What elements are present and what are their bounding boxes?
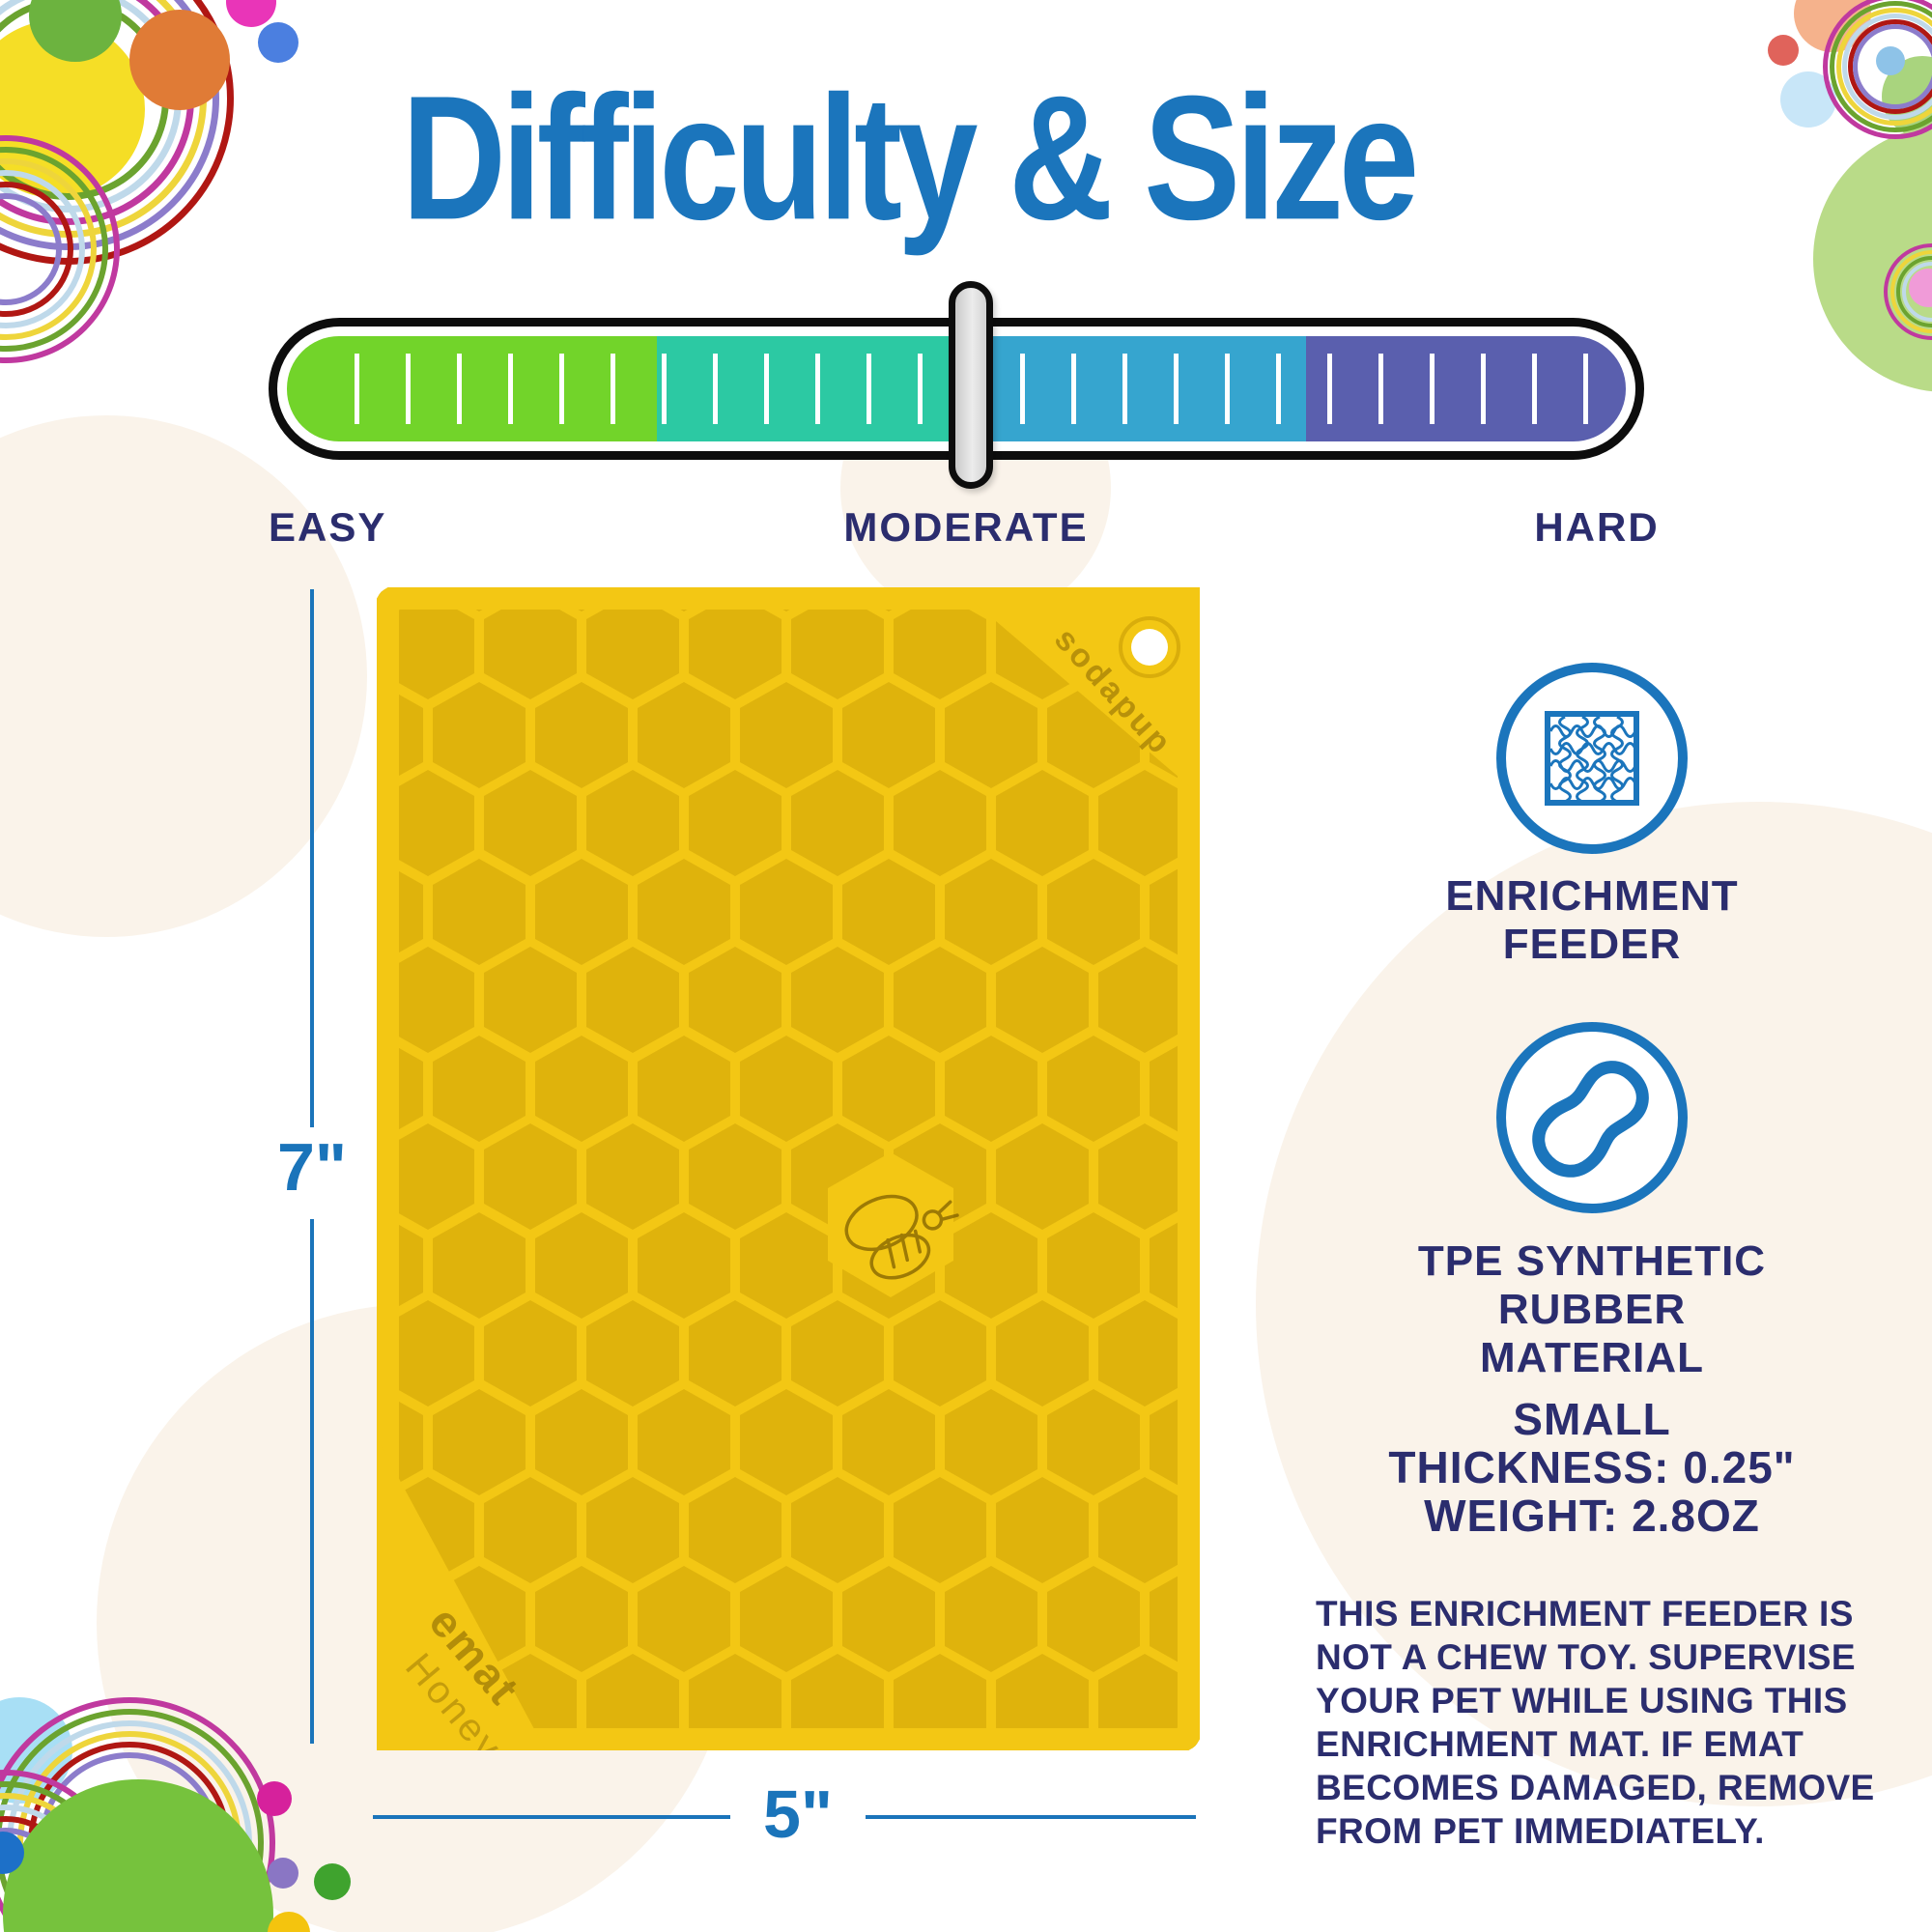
width-dimension-line bbox=[373, 1815, 730, 1819]
decor-circle bbox=[257, 1781, 292, 1816]
decor-ring bbox=[1830, 1, 1932, 132]
honeycomb-mat-image: sodapup emat Honey bbox=[377, 587, 1200, 1750]
decor-circle bbox=[1876, 46, 1905, 75]
warning-text: THIS ENRICHMENT FEEDER IS NOT A CHEW TOY… bbox=[1316, 1594, 1875, 1851]
puzzle-maze-icon bbox=[1496, 663, 1688, 854]
decor-circle bbox=[1768, 35, 1799, 66]
feature-label-tpe: TPE SYNTHETIC bbox=[1417, 1237, 1767, 1285]
decor-ring bbox=[1853, 24, 1932, 109]
meter-label-hard: HARD bbox=[1534, 504, 1660, 550]
meter-label-moderate: MODERATE bbox=[843, 504, 1089, 550]
decor-circle bbox=[226, 0, 276, 27]
feature-label-feeder: FEEDER bbox=[1502, 921, 1682, 968]
mat-corner-tab bbox=[377, 1437, 546, 1750]
height-dimension-line bbox=[310, 589, 314, 1127]
height-dimension-line bbox=[310, 1219, 314, 1744]
feature-label-rubber: RUBBER MATERIAL bbox=[1479, 1286, 1705, 1381]
decor-ring bbox=[1848, 19, 1932, 114]
page-title: Difficulty & Size bbox=[401, 58, 1420, 257]
decor-circle bbox=[258, 22, 298, 63]
spec-size: SMALL bbox=[1513, 1394, 1671, 1444]
width-dimension-line bbox=[866, 1815, 1196, 1819]
mat-rim bbox=[377, 587, 1200, 1750]
mat-hang-hole bbox=[1131, 629, 1168, 666]
decor-ring bbox=[1836, 8, 1932, 126]
decor-circle bbox=[129, 10, 230, 110]
difficulty-slider-handle bbox=[949, 281, 993, 489]
spec-weight: WEIGHT: 2.8OZ bbox=[1424, 1491, 1760, 1541]
width-dimension-label: 5" bbox=[762, 1776, 834, 1852]
decor-circle bbox=[268, 1858, 298, 1889]
spec-thickness: THICKNESS: 0.25" bbox=[1388, 1442, 1796, 1492]
mat-bee-cell bbox=[828, 1152, 953, 1297]
mat-honeycomb-pattern bbox=[377, 587, 1200, 1750]
decor-circle bbox=[314, 1863, 351, 1900]
feature-label-enrichment: ENRICHMENT bbox=[1445, 872, 1739, 920]
peanut-icon bbox=[1496, 1022, 1688, 1213]
meter-label-easy: EASY bbox=[269, 504, 387, 550]
bee-icon bbox=[844, 1194, 959, 1280]
decor-ring bbox=[1823, 0, 1932, 139]
decor-ring bbox=[1842, 14, 1932, 120]
decor-circle bbox=[268, 1912, 310, 1932]
height-dimension-label: 7" bbox=[276, 1129, 348, 1205]
